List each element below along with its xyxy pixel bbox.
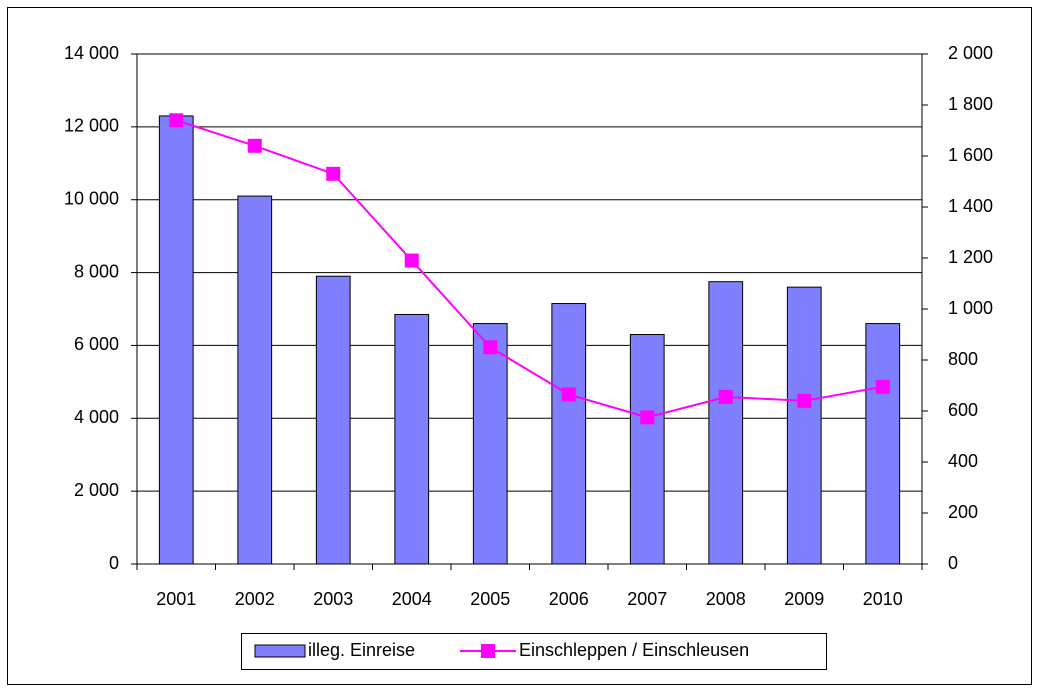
y-tick-label: 4 000 (74, 407, 119, 427)
line-marker (247, 138, 262, 153)
bar (158, 115, 194, 565)
x-tick-label: 2004 (392, 589, 432, 609)
line-marker (718, 389, 733, 404)
line-marker (640, 410, 655, 425)
y-tick-label: 12 000 (64, 116, 119, 136)
x-tick-label: 2007 (627, 589, 667, 609)
line (175, 119, 883, 419)
x-tick-label: 2005 (470, 589, 510, 609)
x-tick-label: 2002 (235, 589, 275, 609)
legend-swatch (254, 644, 306, 658)
y2-tick-label: 800 (948, 349, 978, 369)
line-marker (875, 379, 890, 394)
y2-tick-label: 0 (948, 553, 958, 573)
line-marker (326, 166, 341, 181)
legend-box (241, 633, 827, 670)
line-marker (561, 387, 576, 402)
bar (394, 313, 430, 565)
x-tick-label: 2008 (706, 589, 746, 609)
y-tick-label: 14 000 (64, 43, 119, 63)
legend-label: illeg. Einreise (308, 640, 415, 660)
y2-tick-label: 1 600 (948, 145, 993, 165)
x-tick-label: 2003 (313, 589, 353, 609)
x-tick-label: 2006 (549, 589, 589, 609)
y-tick-label: 0 (109, 553, 119, 573)
bar (551, 303, 587, 565)
line-marker (483, 340, 498, 355)
y2-tick-label: 200 (948, 502, 978, 522)
legend-swatch (481, 644, 495, 658)
bar (472, 323, 508, 565)
bar (315, 275, 351, 565)
y2-tick-label: 1 800 (948, 94, 993, 114)
line-marker (404, 253, 419, 268)
legend-label: Einschleppen / Einschleusen (519, 640, 749, 660)
bar (237, 195, 273, 565)
line-marker (797, 393, 812, 408)
bar (708, 281, 744, 565)
y2-tick-label: 1 000 (948, 298, 993, 318)
y-tick-label: 2 000 (74, 480, 119, 500)
y-tick-label: 8 000 (74, 261, 119, 281)
x-tick-label: 2009 (784, 589, 824, 609)
y2-tick-label: 600 (948, 400, 978, 420)
y2-tick-label: 1 200 (948, 247, 993, 267)
y2-tick-label: 2 000 (948, 43, 993, 63)
bar (629, 334, 665, 565)
x-tick-label: 2001 (156, 589, 196, 609)
bar (786, 286, 822, 565)
x-tick-label: 2010 (863, 589, 903, 609)
bar (865, 323, 901, 565)
line-marker (169, 113, 184, 128)
y-tick-label: 6 000 (74, 334, 119, 354)
y2-tick-label: 400 (948, 451, 978, 471)
y2-tick-label: 1 400 (948, 196, 993, 216)
y-tick-label: 10 000 (64, 188, 119, 208)
